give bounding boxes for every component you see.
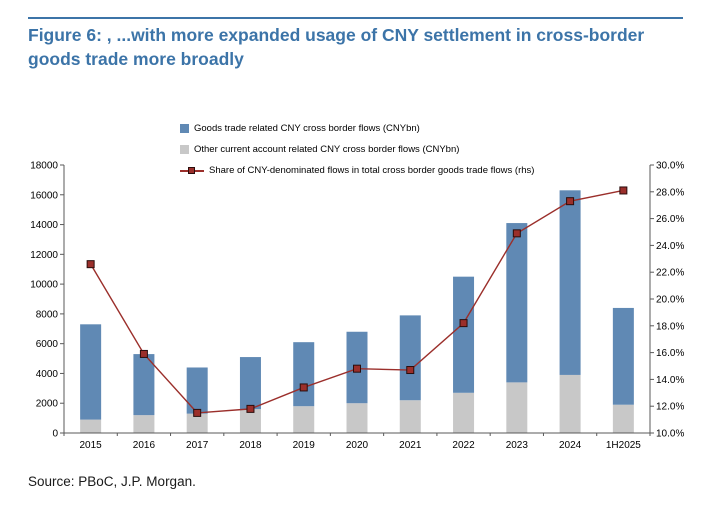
other-flows-swatch-icon	[180, 145, 189, 154]
svg-text:12000: 12000	[30, 250, 58, 261]
svg-text:2016: 2016	[133, 440, 156, 451]
svg-text:18000: 18000	[30, 161, 58, 172]
svg-text:28.0%: 28.0%	[656, 187, 684, 198]
svg-text:10.0%: 10.0%	[656, 429, 684, 440]
chart-plot-area: 0 2000 4000 6000 8000 10000 12000 14000 16000 180…	[30, 161, 684, 452]
cny-settlement-chart: 0 2000 4000 6000 8000 10000 12000 14000 16000 180…	[28, 115, 688, 465]
svg-text:26.0%: 26.0%	[656, 214, 684, 225]
svg-text:1H2025: 1H2025	[606, 440, 641, 451]
source-note: Source: PBoC, J.P. Morgan.	[28, 474, 196, 489]
svg-text:24.0%: 24.0%	[656, 241, 684, 252]
svg-text:2020: 2020	[346, 440, 369, 451]
svg-text:2024: 2024	[559, 440, 582, 451]
goods-trade-swatch-icon	[180, 124, 189, 133]
svg-text:12.0%: 12.0%	[656, 402, 684, 413]
legend-label: Share of CNY-denominated flows in total …	[209, 165, 535, 176]
svg-text:22.0%: 22.0%	[656, 268, 684, 279]
svg-text:2023: 2023	[506, 440, 529, 451]
svg-text:14000: 14000	[30, 220, 58, 231]
svg-text:2000: 2000	[36, 399, 59, 410]
svg-text:20.0%: 20.0%	[656, 295, 684, 306]
svg-text:10000: 10000	[30, 280, 58, 291]
legend-item-goods-trade: Goods trade related CNY cross border flo…	[180, 123, 534, 134]
svg-text:16000: 16000	[30, 190, 58, 201]
svg-text:8000: 8000	[36, 309, 59, 320]
svg-text:2018: 2018	[239, 440, 262, 451]
svg-text:0: 0	[52, 429, 58, 440]
svg-text:16.0%: 16.0%	[656, 348, 684, 359]
share-line-marker-icon	[180, 166, 204, 175]
svg-text:4000: 4000	[36, 369, 59, 380]
svg-text:30.0%: 30.0%	[656, 161, 684, 172]
svg-text:6000: 6000	[36, 339, 59, 350]
title-divider	[28, 17, 683, 19]
chart-legend: Goods trade related CNY cross border flo…	[180, 123, 534, 176]
svg-text:2022: 2022	[452, 440, 475, 451]
figure-title: Figure 6: , ...with more expanded usage …	[28, 25, 645, 69]
svg-text:2021: 2021	[399, 440, 422, 451]
svg-text:2017: 2017	[186, 440, 209, 451]
legend-item-share-line: Share of CNY-denominated flows in total …	[180, 165, 534, 176]
svg-text:18.0%: 18.0%	[656, 321, 684, 332]
legend-item-other-current-account: Other current account related CNY cross …	[180, 144, 534, 155]
legend-label: Goods trade related CNY cross border flo…	[194, 123, 420, 134]
svg-text:14.0%: 14.0%	[656, 375, 684, 386]
svg-text:2019: 2019	[293, 440, 316, 451]
svg-text:2015: 2015	[80, 440, 103, 451]
legend-label: Other current account related CNY cross …	[194, 144, 460, 155]
